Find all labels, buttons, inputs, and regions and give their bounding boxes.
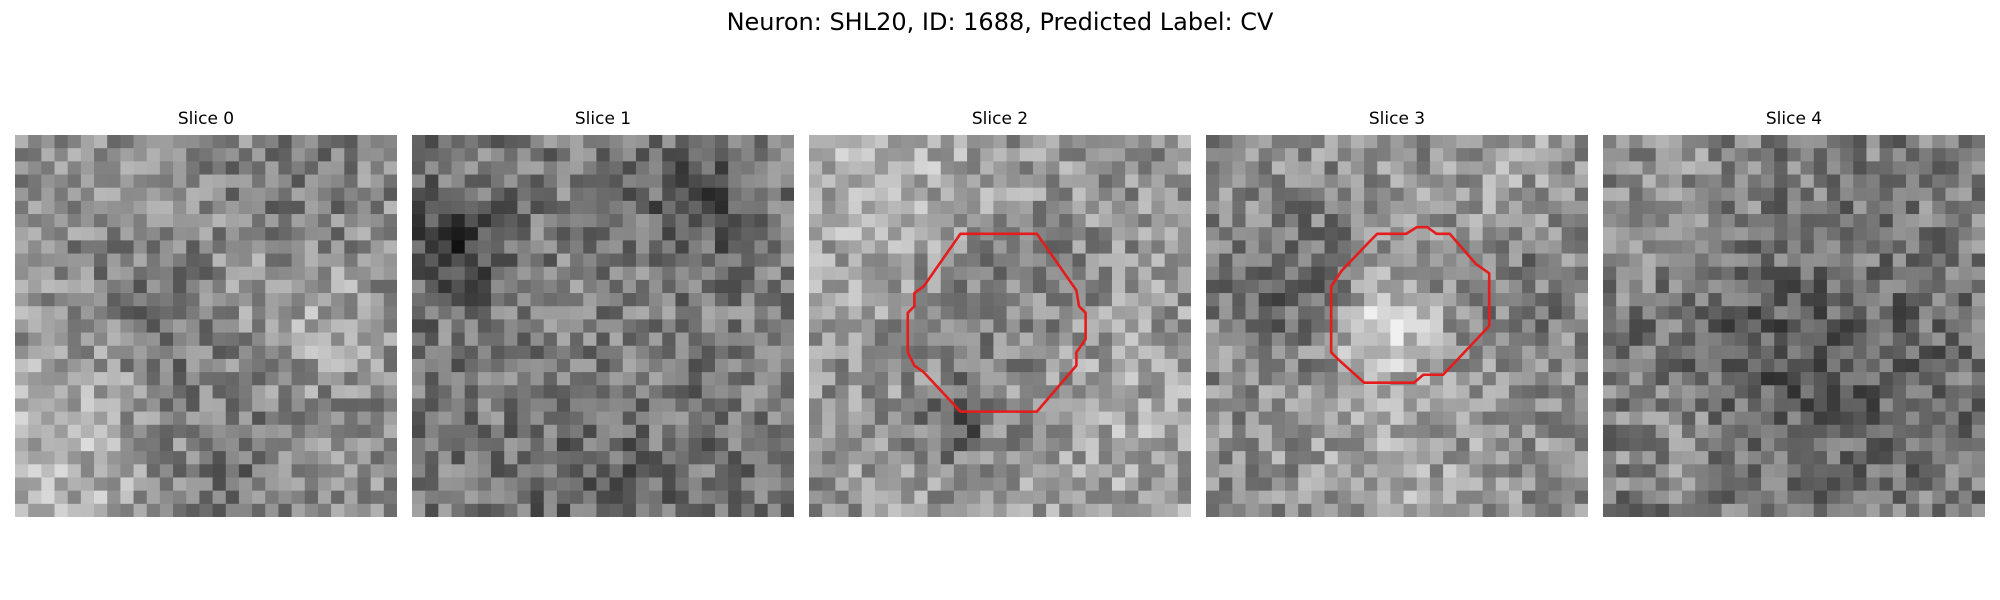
slice-4-title: Slice 4: [1765, 109, 1823, 129]
slice-4-image: [1603, 135, 1985, 517]
slice-2-title: Slice 2: [971, 109, 1029, 129]
slice-0-image: [15, 135, 397, 517]
slice-3-contour: [1329, 225, 1491, 384]
slice-1-title: Slice 1: [574, 109, 632, 129]
slice-3-title: Slice 3: [1368, 109, 1426, 129]
slice-2-contour: [906, 232, 1087, 413]
figure-title: Neuron: SHL20, ID: 1688, Predicted Label…: [726, 8, 1274, 36]
slice-3-image: [1206, 135, 1588, 517]
slice-2-image: [809, 135, 1191, 517]
slice-0-title: Slice 0: [177, 109, 235, 129]
slice-1-image: [412, 135, 794, 517]
